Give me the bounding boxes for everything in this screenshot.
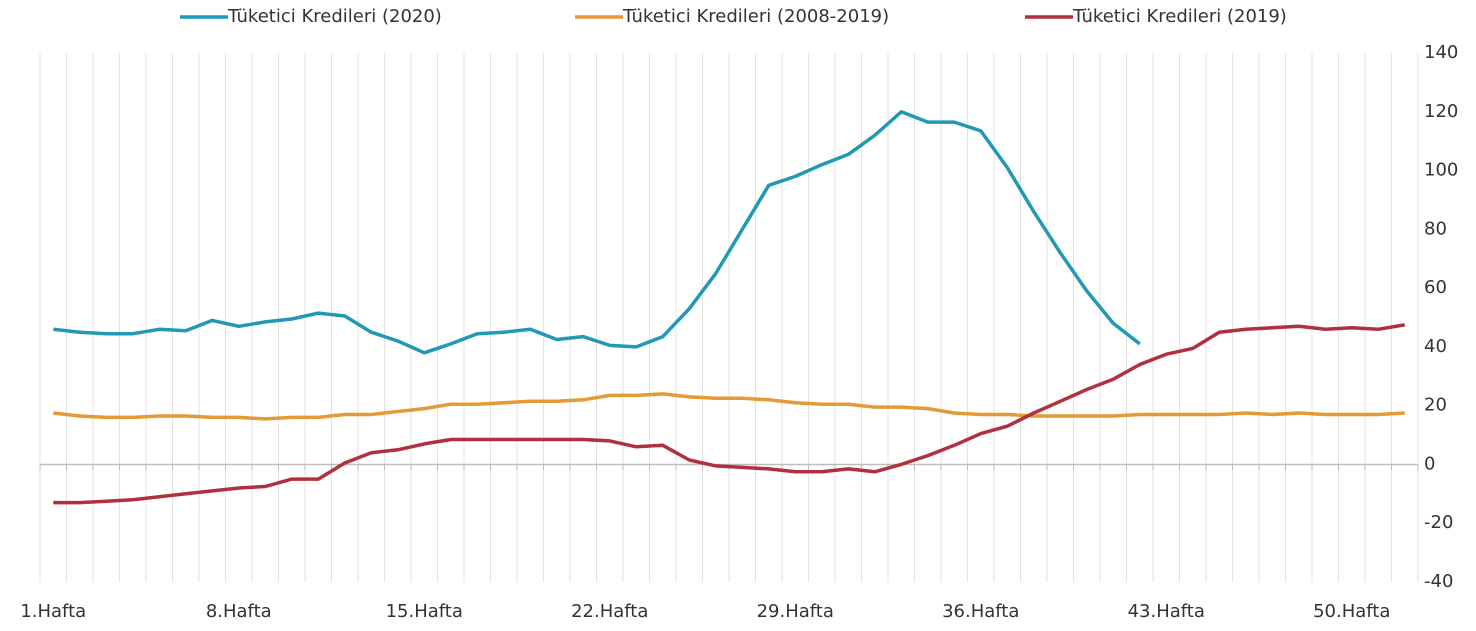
x-tick-label: 1.Hafta [20,601,86,622]
legend-label: Tüketici Kredileri (2020) [227,6,442,27]
y-tick-label: 0 [1424,453,1435,474]
y-tick-label: -40 [1424,571,1453,592]
x-tick-label: 50.Hafta [1313,601,1390,622]
x-tick-label: 22.Hafta [571,601,648,622]
y-tick-label: 120 [1424,101,1458,122]
x-tick-label: 36.Hafta [942,601,1019,622]
x-tick-label: 43.Hafta [1128,601,1205,622]
series-line [53,392,1405,421]
series-line [53,323,1406,505]
series-line [53,110,1141,355]
y-tick-label: 20 [1424,395,1447,416]
x-tick-label: 15.Hafta [386,601,463,622]
y-tick-label: 100 [1424,160,1458,181]
x-tick-label: 8.Hafta [206,601,272,622]
y-tick-label: 40 [1424,336,1447,357]
y-tick-label: 140 [1424,42,1458,63]
legend-label: Tüketici Kredileri (2008-2019) [622,6,889,27]
y-tick-label: -20 [1424,512,1453,533]
y-tick-label: 80 [1424,218,1447,239]
y-tick-label: 60 [1424,277,1447,298]
x-tick-label: 29.Hafta [757,601,834,622]
legend-label: Tüketici Kredileri (2019) [1072,6,1287,27]
